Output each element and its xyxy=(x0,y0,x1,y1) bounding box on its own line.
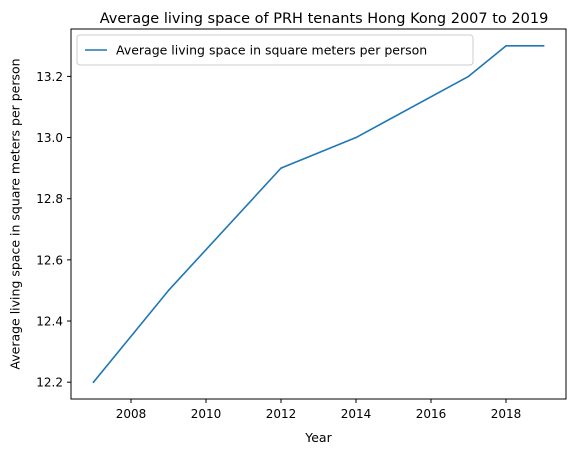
x-axis-label: Year xyxy=(304,430,332,445)
data-point xyxy=(542,45,545,47)
data-point xyxy=(505,45,507,47)
x-tick-label: 2016 xyxy=(416,407,447,421)
data-point xyxy=(467,75,470,78)
x-tick-label: 2012 xyxy=(266,407,297,421)
data-point xyxy=(280,167,282,169)
plot-frame xyxy=(70,28,567,400)
y-tick-label: 12.6 xyxy=(36,253,63,267)
legend-box xyxy=(76,34,474,66)
y-tick-label: 12.4 xyxy=(36,315,63,329)
data-point xyxy=(355,136,357,139)
y-tick-label: 13.0 xyxy=(36,131,63,145)
y-tick-label: 13.2 xyxy=(36,70,63,84)
y-tick-label: 12.2 xyxy=(36,376,63,390)
chart-title: Average living space of PRH tenants Hong… xyxy=(100,11,549,27)
y-axis-label: Average living space in square meters pe… xyxy=(8,58,23,369)
y-tick-label: 12.8 xyxy=(36,192,63,206)
series-layer xyxy=(92,45,545,384)
y-axis-ticks: 12.2 12.4 12.6 12.8 13.0 13.2 xyxy=(36,70,71,390)
x-tick-label: 2010 xyxy=(191,407,222,421)
legend: Average living space in square meters pe… xyxy=(76,34,474,66)
x-axis-ticks: 2008 2010 2012 2014 2016 2018 xyxy=(116,399,522,421)
x-tick-label: 2014 xyxy=(341,407,372,421)
series-line xyxy=(92,45,545,384)
data-point xyxy=(92,381,95,383)
x-tick-label: 2018 xyxy=(491,407,522,421)
data-point xyxy=(167,289,170,292)
x-tick-label: 2008 xyxy=(116,407,147,421)
legend-label: Average living space in square meters pe… xyxy=(116,43,427,58)
